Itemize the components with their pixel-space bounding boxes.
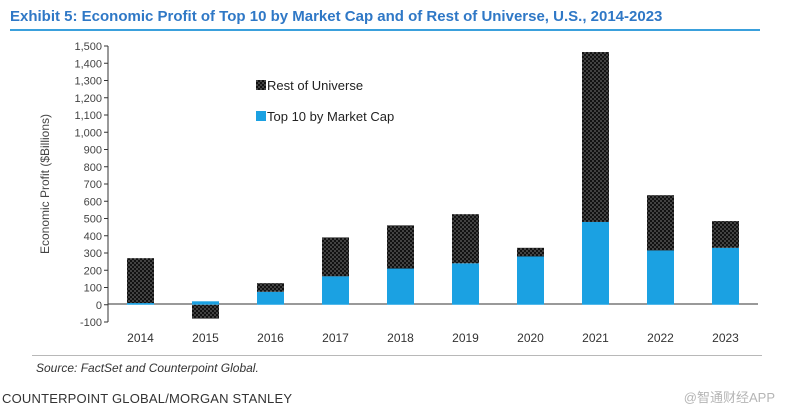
- bar-rest-2021: [582, 52, 609, 222]
- watermark: @智通财经APP: [683, 390, 775, 405]
- legend-label-rest: Rest of Universe: [267, 78, 363, 93]
- credit-line: COUNTERPOINT GLOBAL/MORGAN STANLEY: [2, 391, 293, 406]
- x-tick-label-2015: 2015: [192, 331, 219, 345]
- y-tick-label: 300: [84, 248, 102, 260]
- y-tick-label: 1,200: [74, 93, 102, 105]
- y-tick-label: 1,500: [74, 41, 102, 53]
- x-tick-label-2017: 2017: [322, 331, 349, 345]
- y-tick-label: 900: [84, 145, 102, 157]
- y-tick-label: 700: [84, 179, 102, 191]
- title-rule: [10, 29, 760, 31]
- bar-top10-2023: [712, 247, 739, 305]
- bar-rest-2016: [257, 283, 284, 292]
- bar-top10-2021: [582, 221, 609, 305]
- chart: Economic Profit ($Billions) -100 0 100 200 3…: [38, 41, 758, 345]
- y-tick-label: 1,000: [74, 127, 102, 139]
- legend-swatch-top10: [256, 111, 266, 121]
- legend-swatch-rest: [256, 80, 266, 90]
- source-note: Source: FactSet and Counterpoint Global.: [36, 361, 259, 375]
- y-tick-label: 1,400: [74, 58, 102, 70]
- bar-rest-2023: [712, 221, 739, 248]
- bars: [127, 52, 739, 319]
- bar-rest-2014: [127, 258, 154, 304]
- x-tick-label-2016: 2016: [257, 331, 284, 345]
- y-tick-label: 100: [84, 283, 102, 295]
- y-tick-label: 400: [84, 231, 102, 243]
- x-tick-label-2018: 2018: [387, 331, 414, 345]
- x-tick-label-2014: 2014: [127, 331, 154, 345]
- y-tick-label: 600: [84, 196, 102, 208]
- bar-top10-2019: [452, 263, 479, 305]
- legend: Rest of Universe Top 10 by Market Cap: [256, 78, 394, 124]
- bar-top10-2022: [647, 250, 674, 305]
- x-tick-label-2021: 2021: [582, 331, 609, 345]
- y-ticks: -100 0 100 200 300 400 500 600 700 800 900 1,000 1,1…: [74, 41, 108, 329]
- y-tick-label: 1,100: [74, 110, 102, 122]
- y-tick-label: -100: [80, 317, 102, 329]
- bar-top10-2018: [387, 268, 414, 305]
- legend-label-top10: Top 10 by Market Cap: [267, 109, 394, 124]
- y-tick-label: 1,300: [74, 76, 102, 88]
- bar-rest-2018: [387, 225, 414, 269]
- bar-rest-2015: [192, 304, 219, 319]
- x-ticks: 2014 2015 2016 2017 2018 2019 2020 2021 2022 2023: [127, 331, 739, 345]
- x-tick-label-2019: 2019: [452, 331, 479, 345]
- bar-rest-2020: [517, 247, 544, 257]
- x-tick-label-2020: 2020: [517, 331, 544, 345]
- bar-rest-2017: [322, 237, 349, 277]
- y-tick-label: 500: [84, 214, 102, 226]
- y-tick-label: 200: [84, 265, 102, 277]
- y-tick-label: 0: [96, 300, 102, 312]
- source-rule: [32, 355, 762, 356]
- bar-top10-2014: [127, 303, 154, 305]
- bar-top10-2017: [322, 276, 349, 305]
- bar-rest-2022: [647, 195, 674, 251]
- y-axis-title: Economic Profit ($Billions): [38, 114, 52, 254]
- x-tick-label-2023: 2023: [712, 331, 739, 345]
- bar-top10-2015: [192, 301, 219, 305]
- y-tick-label: 800: [84, 162, 102, 174]
- chart-title: Exhibit 5: Economic Profit of Top 10 by …: [10, 8, 663, 25]
- bar-top10-2016: [257, 291, 284, 305]
- bar-top10-2020: [517, 256, 544, 305]
- x-tick-label-2022: 2022: [647, 331, 674, 345]
- bar-rest-2019: [452, 214, 479, 264]
